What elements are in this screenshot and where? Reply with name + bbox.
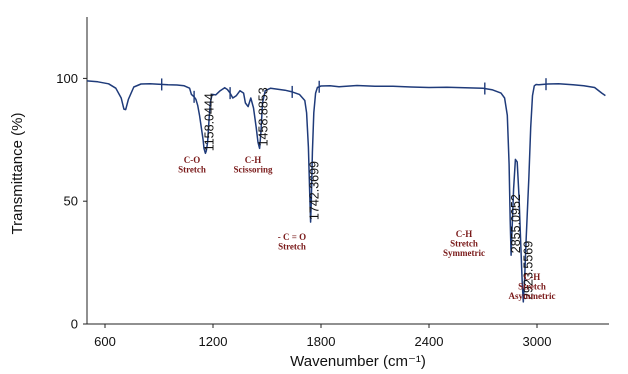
band-annotation: C-H Stretch Asymmetric (509, 272, 556, 301)
band-annotation: - C = O Stretch (278, 232, 306, 252)
band-annotation: C-O Stretch (178, 155, 206, 175)
peak-label-group: 1458.8853 (257, 87, 271, 146)
band-annotation-line: Asymmetric (509, 291, 556, 301)
band-annotation-line: Stretch (450, 239, 478, 249)
band-annotation: C-H Scissoring (233, 155, 273, 175)
peak-labels: 1158.0444 1458.8853 1742.3699 2855.09522923… (202, 87, 535, 300)
band-annotation: C-H Stretch Symmetric (443, 229, 485, 258)
y-tick-label: 0 (71, 317, 78, 332)
peak-label-group: 1742.3699 (308, 161, 322, 220)
band-annotation-line: Stretch (278, 242, 306, 252)
peak-label-group: 2855.0952 (509, 194, 523, 253)
peak-label: 2855.0952 (509, 194, 523, 253)
peak-label: 2923.5569 (521, 241, 535, 300)
band-annotation-line: C-O (184, 155, 201, 165)
x-tick-label: 3000 (523, 334, 552, 349)
band-annotation-line: Stretch (178, 165, 206, 175)
transmittance-line (86, 80, 606, 303)
band-annotation-line: Scissoring (233, 165, 273, 175)
peak-label-group: 1158.0444 (202, 93, 216, 151)
axes (86, 17, 609, 325)
axis-ticks: 600 1200 1800 2400 3000 0 50 100 (56, 71, 551, 349)
band-annotation-line: C-H (524, 272, 541, 282)
peak-label: 1458.8853 (257, 87, 271, 146)
peak-label-group: 2923.5569 (521, 241, 535, 300)
x-axis-label: Wavenumber (cm⁻¹) (290, 353, 426, 370)
y-tick-label: 50 (64, 194, 78, 209)
peak-label: 1158.0444 (202, 93, 216, 151)
peak-label: 1742.3699 (308, 161, 322, 220)
x-tick-label: 2400 (415, 334, 444, 349)
band-annotation-line: C-H (245, 155, 262, 165)
y-axis-label: Transmittance (%) (9, 113, 26, 235)
y-tick-label: 100 (56, 71, 78, 86)
band-annotation-line: Stretch (518, 282, 546, 292)
x-tick-label: 600 (94, 334, 116, 349)
band-annotation-line: - C = O (278, 232, 306, 242)
band-annotation-line: C-H (456, 229, 473, 239)
band-annotation-line: Symmetric (443, 248, 485, 258)
x-tick-label: 1800 (307, 334, 336, 349)
x-tick-label: 1200 (199, 334, 228, 349)
